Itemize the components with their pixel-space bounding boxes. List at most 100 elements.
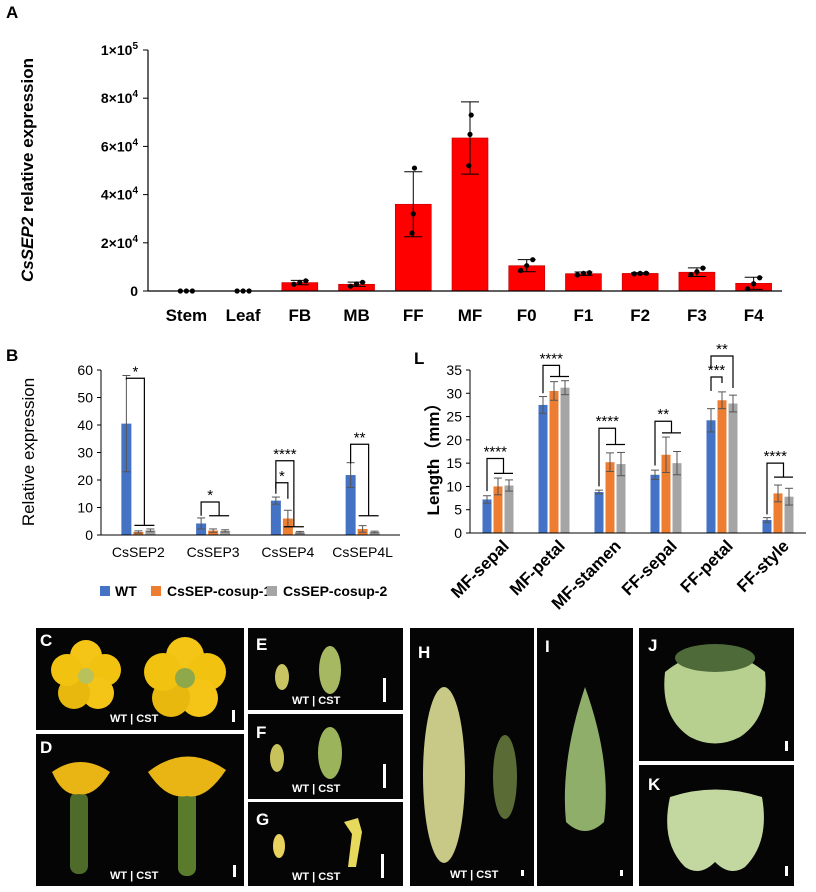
chart-b-ytick-label: 60 [77,362,93,378]
photo-k-letter: K [648,775,661,794]
chart-l-bar [650,474,660,533]
photo-f-letter: F [256,723,266,742]
fruit-wt-icon [423,687,465,863]
chart-l-sig-bracket [766,462,785,515]
chart-b-sig-label: * [279,468,285,485]
photo-j-scale [785,741,788,751]
photo-i-scale [620,870,623,876]
legend-cosup1-label: CsSEP-cosup-1 [167,583,271,599]
chart-a-ytick-label: 0 [130,283,138,299]
photo-i-letter: I [545,637,550,656]
chart-l-sig-label: **** [596,413,620,430]
panel-letter-l: L [414,349,424,368]
chart-l-bar [605,462,615,533]
chart-b-sig-bracket [200,501,220,516]
chart-a-point [466,163,472,169]
chart-a-ytick-exponent: 4 [132,137,138,148]
chart-a-category-label: F3 [687,306,707,325]
stamen-wt-icon [273,834,285,858]
chart-a-category-label: Stem [166,306,208,325]
chart-b-sig-label: * [132,363,138,380]
chart-b-sig-bracket [350,443,370,516]
chart-a-category-label: F4 [744,306,764,325]
chart-a-point [688,272,694,278]
chart-a-ytick-exponent: 4 [132,234,138,245]
pistil-wt-icon [270,744,284,772]
chart-a-category-label: FF [403,306,424,325]
chart-l-sig-label: *** [708,362,726,379]
photo-d [36,734,244,886]
chart-a-category-label: Leaf [226,306,261,325]
chart-l-sig-bracket [710,355,734,389]
chart-b-bar [294,532,305,535]
chart-l-sig-label: **** [540,350,564,367]
photo-c-letter: C [40,631,52,650]
legend-cosup2-label: CsSEP-cosup-2 [283,583,387,599]
chart-b-bar [121,423,132,535]
chart-l-bar [762,519,772,533]
chart-b-ylabel: Relative expression [19,378,38,526]
photo-d-letter: D [40,738,52,757]
chart-l-category-label: FF-petal [677,536,737,596]
chart-b-ytick-label: 30 [77,445,93,461]
chart-b-ytick-label: 20 [77,472,93,488]
chart-a-bar [565,273,602,292]
chart-l-bar [773,493,783,533]
fruit-cst-icon [493,735,517,819]
photo-h-letter: H [418,643,430,662]
chart-b-category-label: CsSEP2 [112,544,165,560]
chart-a-point [297,279,303,285]
chart-l-ytick-label: 20 [446,432,462,448]
photo-j-letter: J [648,636,657,655]
chart-b-sig-bracket [125,377,145,526]
photo-e-letter: E [256,635,267,654]
chart-a: A CsSEP2 relative expression 0 2×104 4×104… [6,3,782,325]
panel-letter-a: A [6,3,18,22]
chart-a-point [524,263,530,269]
chart-a-ytick-exponent: 5 [132,41,138,52]
chart-a-point [580,270,587,277]
chart-a-category-label: F1 [574,306,594,325]
chart-a-ytick-label: 2×104 [101,234,139,251]
chart-l-ytick-label: 25 [446,409,462,425]
chart-a-category-label: F0 [517,306,537,325]
photo-h-scale [521,870,524,876]
chart-l-bar [728,403,738,533]
chart-a-bar [621,273,659,292]
chart-a-category-label: F2 [630,306,650,325]
chart-a-point [694,269,700,275]
chart-a-ytick-label: 8×104 [101,89,139,106]
chart-l-bar [594,492,604,533]
chart-b-sig-label: * [207,487,213,504]
chart-a-category-label: FB [288,306,311,325]
chart-b-bar [345,475,356,535]
chart-b-category-label: CsSEP4 [261,544,314,560]
chart-l-sig-bracket [486,457,505,492]
chart-l-bar [717,400,727,533]
chart-b-bar [270,500,281,535]
chart-b-sig-bracket [275,460,295,527]
chart-l-sig-bracket [710,376,723,391]
chart-l-sig-label: **** [764,448,788,465]
photo-h-caption: WT | CST [450,869,499,881]
chart-b-bar [208,530,219,535]
photo-panels: C WT | CST D WT | CST E WT | CST F WT | … [36,628,794,886]
chart-b-category-label: CsSEP3 [187,544,240,560]
chart-a-ytick-exponent: 4 [132,186,138,197]
chart-a-ylabel: CsSEP2 relative expression [18,58,37,282]
panel-letter-b: B [6,346,18,365]
bud-wt-icon [275,664,289,690]
chart-a-ytick-exponent: 4 [132,89,138,100]
chart-a-ylabel-suffix: relative expression [18,58,37,217]
chart-a-point [291,281,297,287]
chart-l-ytick-label: 35 [446,362,462,378]
chart-l-sig-bracket [598,427,617,487]
chart-a-point [751,281,757,287]
chart-l-sig-label: ** [716,341,728,358]
chart-b-category-label: CsSEP4L [332,544,393,560]
chart-a-point [410,211,416,217]
chart-l-bar [706,420,716,533]
chart-l-ytick-label: 5 [454,502,462,518]
legend-wt-label: WT [115,583,137,599]
photo-g-caption: WT | CST [292,871,341,883]
